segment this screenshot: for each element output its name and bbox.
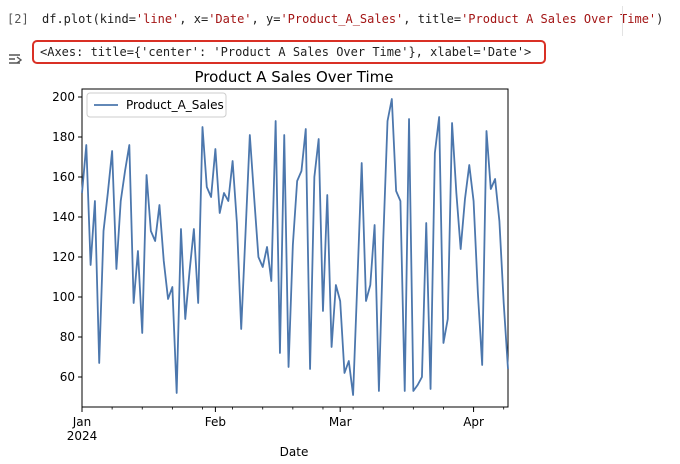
y-tick-label: 100	[52, 290, 75, 304]
output-toggle-icon[interactable]	[8, 52, 24, 66]
code-sep-x: , x=	[179, 12, 209, 26]
code-kind-string: 'line'	[135, 12, 180, 26]
x-tick-label: Jan	[72, 415, 92, 429]
code-sep-y: , y=	[251, 12, 281, 26]
code-y-string: 'Product_A_Sales'	[280, 12, 404, 26]
legend-label: Product_A_Sales	[126, 98, 224, 112]
x-tick-label: Mar	[329, 415, 352, 429]
y-tick-label: 180	[52, 130, 75, 144]
x-tick-label: Feb	[205, 415, 226, 429]
plot-area-frame	[81, 88, 509, 408]
y-tick-label: 200	[52, 90, 75, 104]
output-highlight-box	[32, 40, 546, 64]
y-tick-label: 140	[52, 210, 75, 224]
code-x-string: 'Date'	[208, 12, 252, 26]
x-tick-label: Apr	[463, 415, 484, 429]
x-axis-label: Date	[280, 445, 309, 459]
code-title-string: 'Product A Sales Over Time'	[461, 12, 657, 26]
code-suffix: )	[656, 12, 664, 26]
series-line-product-a-sales	[81, 98, 509, 396]
y-axis: 60 80 100 120 140 160 180 200	[52, 90, 82, 384]
y-tick-label: 60	[60, 370, 75, 384]
code-prefix: df.plot(kind=	[42, 12, 136, 26]
x-tick-sublabel: 2024	[67, 429, 98, 443]
chart-title: Product A Sales Over Time	[195, 68, 394, 86]
code-cell[interactable]: [2] df.plot(kind='line', x='Date', y='Pr…	[0, 0, 680, 40]
code-line[interactable]: df.plot(kind='line', x='Date', y='Produc…	[42, 12, 663, 26]
cell-divider	[622, 6, 623, 36]
code-sep-title: , title=	[403, 12, 462, 26]
execution-count: [2]	[7, 12, 29, 26]
y-tick-label: 160	[52, 170, 75, 184]
chart-legend: Product_A_Sales	[86, 92, 227, 118]
y-tick-label: 80	[60, 330, 75, 344]
legend-box	[86, 92, 227, 118]
y-tick-label: 120	[52, 250, 75, 264]
output-repr-text: <Axes: title={'center': 'Product A Sales…	[40, 45, 532, 59]
